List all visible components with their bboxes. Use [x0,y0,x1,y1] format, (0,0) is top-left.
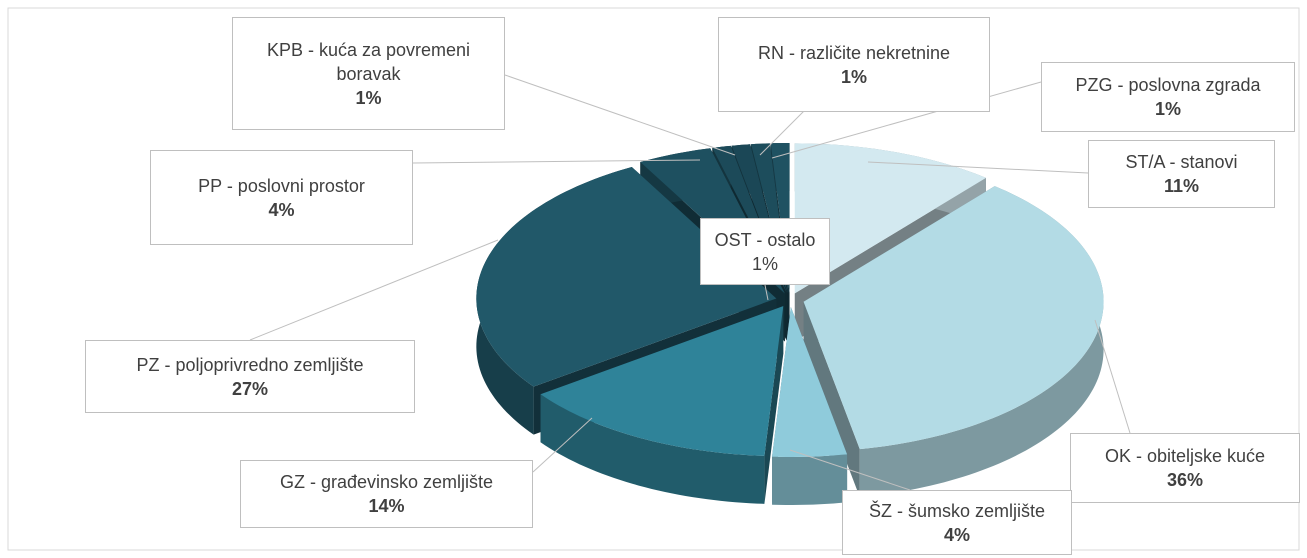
leader-line [1094,319,1131,434]
label-value: 27% [231,378,269,399]
label-name: ŠZ - šumsko zemljište [868,500,1046,521]
data-label: RN - različite nekretnine 1% [718,17,990,112]
label-value: 14% [368,496,405,516]
data-label: OST - ostalo 1% [700,218,830,285]
label-value: 1% [751,253,778,274]
slice-wall [803,301,860,498]
leader-line [412,159,701,164]
data-label: PP - poslovni prostor 4% [150,150,413,245]
label-value: 11% [1163,176,1200,196]
pie-slice [476,167,777,387]
slice-rim [859,186,1104,498]
leader-line [771,81,1042,159]
label-value: 4% [943,524,970,545]
data-label: OK - obiteljske kuće 36% [1070,433,1300,503]
slice-rim [772,454,848,505]
data-label: PZ - poljoprivredno zemljište 27% [85,340,415,413]
leader-line [867,161,1089,174]
leader-line [249,239,499,341]
data-label: ŠZ - šumsko zemljište 4% [842,490,1072,555]
label-name: ST/A - stanovi [1125,152,1238,172]
data-label: KPB - kuća za povremeni boravak 1% [232,17,505,130]
label-name: KPB - kuća za povremeni boravak [266,39,471,84]
label-value: 1% [355,87,382,108]
label-value: 36% [1166,470,1204,490]
data-label: GZ - građevinsko zemljište 14% [240,460,533,528]
label-name: OST - ostalo [714,229,816,250]
slice-rim [540,394,765,504]
label-name: PZ - poljoprivredno zemljište [136,354,364,375]
label-name: OK - obiteljske kuće [1104,446,1266,466]
label-name: PZG - poslovna zgrada [1075,75,1261,95]
pie-slice [540,306,784,456]
chart-frame [7,7,1300,551]
label-value: 4% [268,199,295,220]
data-label: PZG - poslovna zgrada 1% [1041,62,1295,132]
data-label: ST/A - stanovi 11% [1088,140,1275,208]
pie-slice [803,186,1104,450]
pie-tops [476,143,1104,457]
pie-slice [772,306,848,457]
label-name: RN - različite nekretnine [757,42,951,63]
label-value: 1% [840,66,867,87]
leader-line [789,449,911,491]
pie-slice [794,143,986,294]
label-value: 1% [1154,99,1181,119]
leader-line [764,284,769,301]
label-name: PP - poslovni prostor [198,175,365,196]
leader-line [504,74,736,156]
label-name: GZ - građevinsko zemljište [279,472,494,492]
leader-line [532,417,593,473]
